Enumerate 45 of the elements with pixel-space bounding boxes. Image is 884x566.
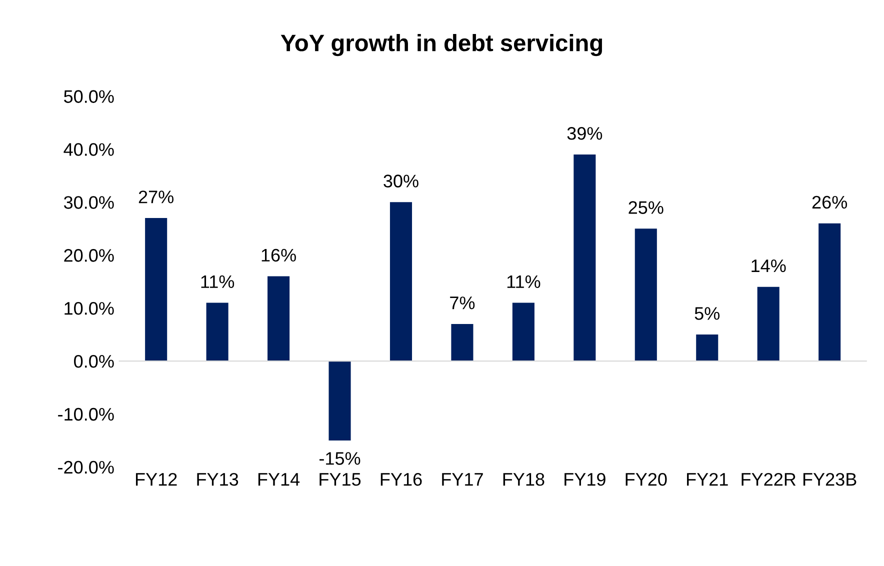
bar: [451, 324, 474, 362]
x-tick-label: FY13: [197, 472, 238, 486]
data-label: 14%: [752, 259, 786, 272]
data-label: 27%: [138, 190, 174, 204]
x-tick-label: FY14: [258, 473, 300, 486]
x-tick-label: FY16: [380, 472, 422, 486]
x-tick-label: FY19: [564, 472, 606, 486]
data-label: 39%: [567, 127, 602, 140]
data-label: 7%: [450, 296, 475, 310]
data-label: 25%: [628, 201, 664, 214]
y-tick-label: -10.0%: [58, 408, 114, 421]
x-tick-label: FY17: [442, 473, 483, 486]
bar: [818, 223, 841, 362]
x-tick-label: FY20: [626, 472, 667, 486]
data-label: 26%: [812, 196, 848, 209]
data-label: -15%: [319, 452, 360, 465]
data-label: 11%: [201, 275, 234, 288]
bar: [757, 286, 780, 362]
y-tick-label: 50.0%: [64, 90, 114, 103]
bar: [328, 361, 351, 440]
data-label: 30%: [384, 174, 418, 188]
bar: [574, 154, 596, 362]
bar: [512, 302, 534, 362]
bar: [634, 228, 657, 362]
bar: [206, 302, 228, 362]
data-label: 16%: [262, 248, 296, 262]
bar: [268, 276, 290, 362]
x-tick-label: FY12: [136, 472, 177, 486]
x-tick-label: FY22R: [742, 472, 796, 486]
chart-title: YoY growth in debt servicing: [280, 34, 602, 56]
x-tick-label: FY21: [687, 472, 728, 486]
bar: [145, 218, 168, 362]
data-label: 5%: [694, 307, 720, 320]
data-label: 11%: [507, 275, 540, 288]
y-tick-label: 20.0%: [64, 249, 114, 262]
y-tick-label: 10.0%: [64, 302, 114, 315]
bar: [390, 202, 412, 362]
y-tick-label: -20.0%: [58, 460, 114, 474]
x-tick-label: FY23B: [803, 472, 856, 486]
y-tick-label: 0.0%: [74, 354, 114, 368]
bar: [696, 334, 718, 362]
y-tick-label: 30.0%: [64, 196, 114, 209]
x-tick-label: FY18: [503, 472, 544, 486]
y-tick-label: 40.0%: [64, 143, 114, 156]
x-tick-label: FY15: [320, 473, 361, 486]
